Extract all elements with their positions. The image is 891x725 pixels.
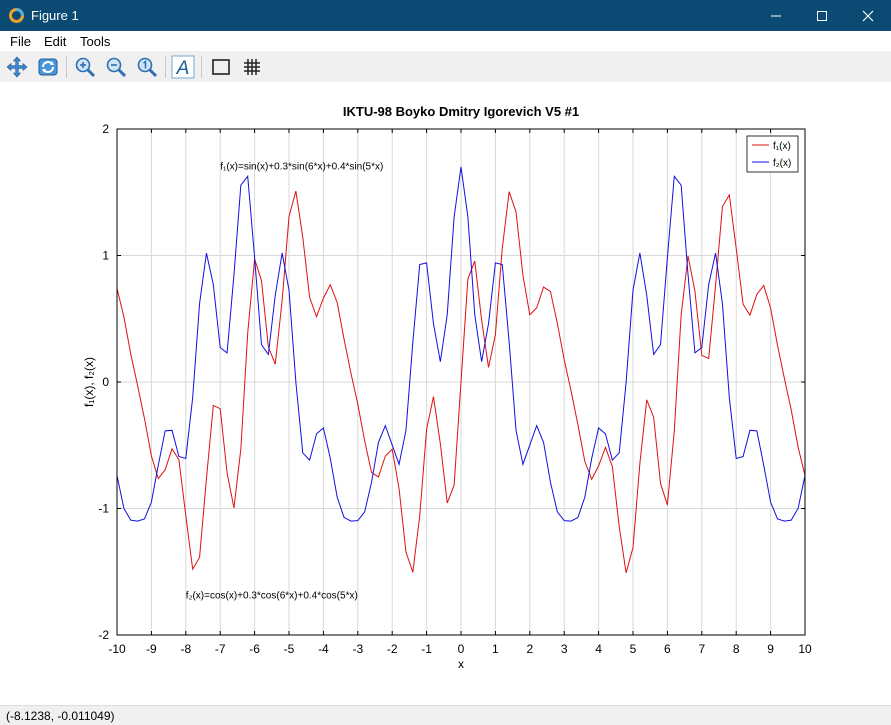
legend-label-f1: f₁(x) [773,141,791,152]
close-icon [862,10,874,21]
x-axis-label: x [458,657,464,671]
x-tick-label: 0 [458,642,465,656]
menu-tools[interactable]: Tools [80,34,111,49]
svg-text:A: A [176,58,190,79]
maximize-button[interactable] [799,0,845,31]
y-axis-label: f₁(x), f₂(x) [82,357,96,407]
zoom-out-icon [106,57,127,78]
y-tick-label: -1 [98,502,109,516]
window-titlebar: Figure 1 [0,0,891,31]
toggle-axes-box-icon [212,59,230,75]
figure-toolbar: A [0,51,891,83]
zoom-reset-icon [137,57,158,78]
minimize-icon [771,15,781,16]
maximize-icon [817,10,827,21]
pan-icon [6,56,28,78]
series-line-2 [116,166,806,522]
zoom-reset-button[interactable] [134,54,160,80]
toggle-grid-button[interactable] [239,54,265,80]
line-chart[interactable]: -10 -9 -8 -7 -6 -5 -4 -3 -2 -1 0 1 2 3 4 5 6 7 8 9 10-2-1012… [0,82,891,704]
insert-text-icon: A [171,55,195,79]
y-tick-label: 1 [102,249,109,263]
y-tick-label: 0 [102,375,109,389]
toolbar-separator [165,56,166,78]
x-tick-label: -7 [215,642,226,656]
zoom-out-button[interactable] [103,54,129,80]
rotate-icon [38,58,58,76]
x-tick-label: 5 [630,642,637,656]
x-tick-label: 3 [561,642,568,656]
x-tick-label: -6 [249,642,260,656]
x-tick-label: -10 [108,642,126,656]
pan-button[interactable] [4,54,30,80]
y-tick-label: 2 [102,122,109,136]
legend-label-f2: f₂(x) [773,158,791,169]
x-tick-label: -4 [318,642,329,656]
toolbar-separator [66,56,67,78]
status-bar: (-8.1238, -0.011049) [0,705,891,725]
chart-title: IKTU-98 Boyko Dmitry Igorevich V5 #1 [343,104,579,119]
series-lines [116,166,806,574]
toggle-axes-box-button[interactable] [208,54,234,80]
x-tick-label: 8 [733,642,740,656]
menu-bar: File Edit Tools [0,31,891,51]
window-title: Figure 1 [31,8,79,23]
octave-logo-icon [9,8,24,23]
x-tick-label: 7 [698,642,705,656]
legend-box [746,135,799,173]
insert-text-button[interactable]: A [170,54,196,80]
annotation-f1-formula: f₁(x)=sin(x)+0.3*sin(6*x)+0.4*sin(5*x) [220,161,383,172]
zoom-in-icon [75,57,96,78]
x-tick-label: 1 [492,642,499,656]
x-tick-label: -9 [146,642,157,656]
annotation-f2-formula: f₂(x)=cos(x)+0.3*cos(6*x)+0.4*cos(5*x) [186,590,358,601]
x-tick-label: 6 [664,642,671,656]
toolbar-separator [201,56,202,78]
x-tick-label: 9 [767,642,774,656]
legend: f₁(x) f₂(x) [746,135,799,173]
x-tick-label: 2 [526,642,533,656]
y-tick-label: -2 [98,628,109,642]
x-tick-label: -1 [421,642,432,656]
figure-canvas[interactable]: -10 -9 -8 -7 -6 -5 -4 -3 -2 -1 0 1 2 3 4 5 6 7 8 9 10 -2 -1 0 1 2… [0,82,891,704]
series-line-1 [116,190,806,574]
zoom-in-button[interactable] [72,54,98,80]
x-tick-label: 4 [595,642,602,656]
minimize-button[interactable] [753,0,799,31]
menu-edit[interactable]: Edit [44,34,67,49]
rotate-button[interactable] [35,54,61,80]
x-tick-label: -8 [180,642,191,656]
x-tick-label: 10 [798,642,812,656]
x-tick-label: -2 [387,642,398,656]
x-tick-label: -5 [284,642,295,656]
close-button[interactable] [845,0,891,31]
toggle-grid-icon [244,59,260,75]
cursor-coordinates: (-8.1238, -0.011049) [6,709,115,723]
x-tick-label: -3 [352,642,363,656]
menu-file[interactable]: File [10,34,31,49]
